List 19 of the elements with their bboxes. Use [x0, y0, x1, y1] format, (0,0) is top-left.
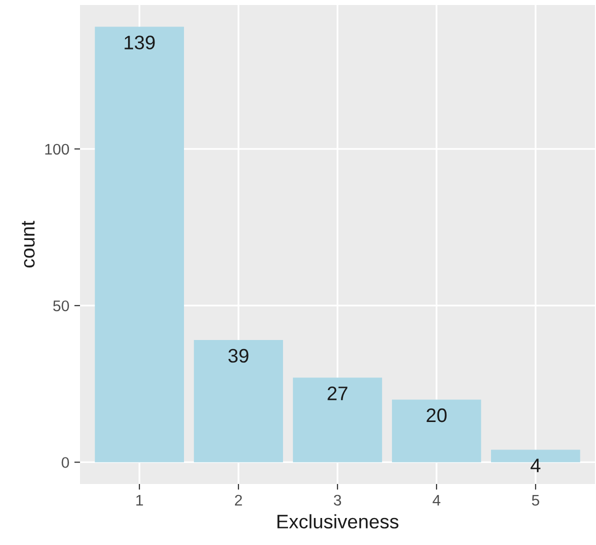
data-label: 4: [530, 458, 540, 472]
y-tick-label: 0: [62, 457, 69, 468]
x-tick-label: 3: [334, 494, 342, 506]
bar: [392, 400, 482, 462]
bar: [94, 26, 184, 462]
bar: [292, 378, 382, 462]
data-label: 20: [426, 408, 447, 422]
x-axis-title: Exclusiveness: [277, 514, 398, 528]
x-tick-label: 1: [136, 494, 143, 506]
bar: [194, 340, 284, 462]
data-label: 39: [228, 348, 248, 363]
data-label: 139: [124, 36, 155, 50]
data-label: 27: [328, 386, 348, 400]
x-tick-label: 2: [234, 494, 242, 506]
x-tick-label: 4: [432, 494, 440, 506]
y-tick-label: 50: [53, 300, 69, 312]
y-axis-title: count: [22, 220, 35, 268]
y-tick-label: 100: [45, 144, 69, 155]
x-tick-label: 5: [532, 494, 540, 506]
